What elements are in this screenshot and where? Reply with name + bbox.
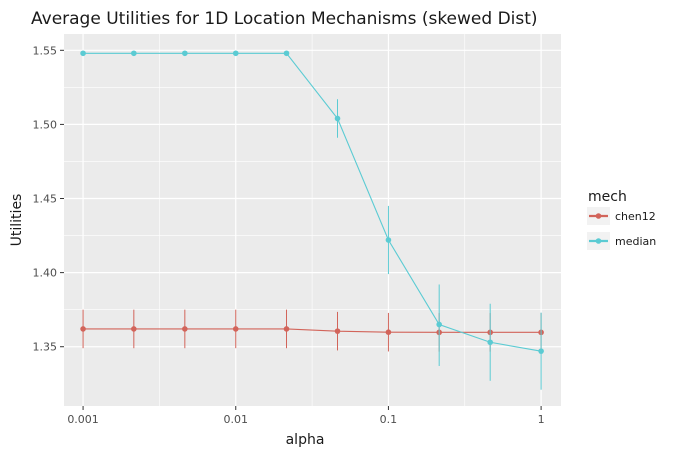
data-point	[436, 321, 442, 328]
y-tick-label: 1.55	[33, 44, 58, 57]
legend: chen12 median	[587, 207, 656, 250]
data-point	[80, 326, 86, 332]
data-point	[232, 50, 239, 57]
data-point	[182, 326, 188, 332]
data-point	[334, 328, 341, 334]
plot-panel	[64, 34, 561, 406]
legend-point	[595, 238, 602, 244]
x-tick-label: 1	[538, 413, 545, 426]
data-point	[131, 50, 137, 57]
data-point	[334, 115, 341, 122]
x-axis: 0.001 0.01 0.1 1	[67, 406, 545, 426]
x-tick-label: 0.01	[224, 413, 249, 426]
legend-title: mech	[588, 189, 627, 205]
y-tick-label: 1.45	[33, 193, 58, 206]
y-tick-label: 1.40	[33, 267, 58, 280]
data-point	[182, 50, 188, 57]
data-point	[385, 237, 392, 243]
legend-point	[595, 213, 602, 219]
data-point	[487, 339, 493, 346]
x-tick-label: 0.1	[380, 413, 398, 426]
data-point	[538, 348, 544, 354]
data-point	[232, 326, 239, 332]
data-point	[131, 326, 137, 332]
y-tick-label: 1.35	[33, 341, 58, 354]
x-axis-title: alpha	[286, 432, 325, 448]
series-line	[83, 52, 542, 352]
series-chen12	[80, 309, 544, 352]
legend-label: chen12	[615, 210, 656, 223]
x-tick-label: 0.001	[67, 413, 99, 426]
data-point	[385, 329, 392, 335]
y-tick-label: 1.50	[33, 118, 58, 131]
y-axis: 1.35 1.40 1.45 1.50 1.55	[33, 44, 64, 354]
legend-label: median	[615, 235, 656, 248]
data-point	[80, 50, 86, 57]
series-median	[80, 50, 544, 390]
data-point	[283, 326, 290, 332]
y-axis-title: Utilities	[9, 194, 25, 247]
data-point	[283, 50, 290, 57]
chart-title: Average Utilities for 1D Location Mechan…	[31, 9, 538, 29]
series-line	[83, 328, 542, 333]
chart-marks	[80, 50, 544, 390]
